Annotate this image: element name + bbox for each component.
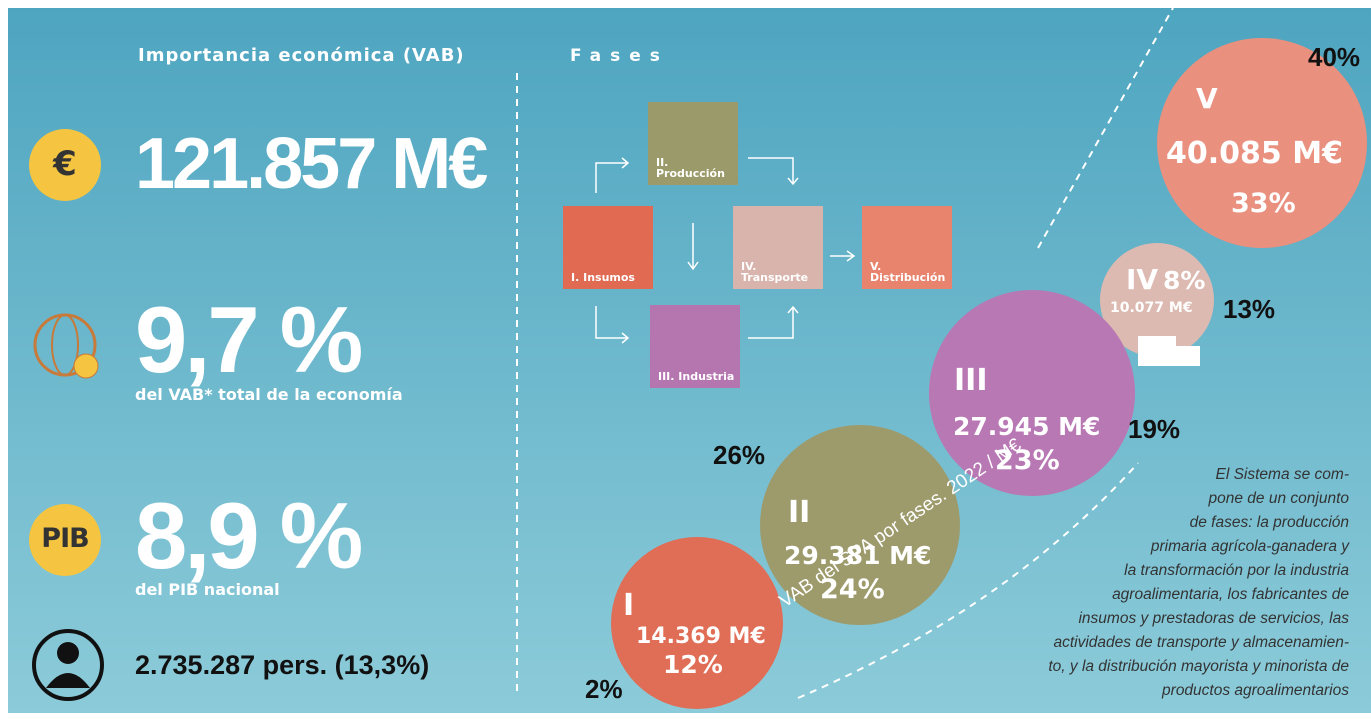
circle-share: 12% — [663, 650, 723, 679]
description-line: primaria agrícola-ganadera y — [1150, 538, 1349, 555]
circle-amount: 14.369 M€ — [636, 624, 766, 649]
person-icon — [32, 629, 104, 701]
circle-amount: 29.381 M€ — [784, 541, 932, 570]
vab-note: del VAB* total de la economía — [135, 385, 403, 404]
pib-symbol: PIB — [41, 523, 89, 554]
person-head — [57, 642, 79, 664]
overlay-label: 2% — [585, 674, 623, 704]
circle-share: 33% — [1231, 188, 1296, 219]
phase-label: I. Insumos — [571, 271, 635, 284]
circle-numeral: IV — [1126, 263, 1159, 296]
pib-icon — [29, 504, 101, 576]
phase-label: II. Producción — [656, 156, 725, 180]
circle-share: 24% — [820, 574, 885, 605]
circle-iv — [1100, 243, 1214, 357]
circle-share: 8% — [1163, 266, 1206, 295]
phase-box: I. Insumos — [563, 206, 653, 289]
pib-note: del PIB nacional — [135, 580, 280, 599]
phase-label: IV. Transporte — [741, 260, 809, 284]
circle-v — [1157, 38, 1367, 248]
truck-icon — [1138, 336, 1176, 366]
coin — [73, 353, 99, 379]
description-line: productos agroalimentarios — [1162, 682, 1349, 699]
circle-ii — [760, 425, 960, 625]
person-body — [46, 673, 90, 688]
title: Importancia económica (VAB) — [138, 45, 465, 66]
description-line: de fases: la producción — [1189, 514, 1349, 531]
circle-amount: 40.085 M€ — [1166, 136, 1343, 171]
flow-arrows — [595, 157, 856, 344]
employment: 2.735.287 pers. (13,3%) — [135, 650, 430, 680]
circle-numeral: II — [788, 495, 811, 530]
circle-numeral: I — [623, 588, 635, 623]
description-line: agroalimentaria, los fabricantes de — [1112, 586, 1349, 603]
description-line: actividades de transporte y almacenamien… — [1053, 634, 1349, 651]
circle-amount: 10.077 M€ — [1110, 300, 1193, 316]
phase-box: III. Industria — [650, 305, 740, 388]
vab-total: 121.857 M€ — [135, 124, 488, 204]
dashed-line — [1037, 8, 1174, 249]
phase-box: V. Distribución — [862, 206, 952, 289]
circle-numeral: V — [1196, 82, 1218, 115]
phase-box: II. Producción — [648, 102, 738, 185]
phase-label: III. Industria — [658, 370, 735, 383]
globe-line — [51, 314, 79, 376]
description-line: to, y la distribución mayorista y minori… — [1048, 658, 1349, 675]
circle-amount: 27.945 M€ — [953, 412, 1101, 441]
euro-icon — [29, 129, 101, 201]
euro-symbol: € — [53, 144, 77, 184]
description-line: El Sistema se com- — [1215, 466, 1349, 483]
description-line: insumos y prestadoras de servicios, las — [1078, 610, 1349, 627]
pib-share: 8,9 % — [135, 483, 363, 588]
description: El Sistema se com-pone de un conjunto de … — [1048, 463, 1349, 703]
phase-label: V. Distribución — [870, 260, 946, 284]
circle-share: 23% — [995, 445, 1060, 476]
truck-cab — [1176, 346, 1200, 366]
infographic: Importancia económica (VAB) € 121.857 M€… — [8, 8, 1371, 713]
graphics — [29, 8, 1367, 709]
overlay-label: 13% — [1223, 294, 1276, 324]
overlay-label: 19% — [1128, 414, 1181, 444]
overlay-label: 26% — [713, 440, 766, 470]
vab-share: 9,7 % — [135, 287, 363, 392]
phase-box: IV. Transporte — [733, 206, 823, 289]
phases-title: Fases — [570, 46, 669, 66]
circle-i — [611, 537, 783, 709]
circle-numeral: III — [954, 363, 988, 398]
circle-iii — [929, 290, 1135, 496]
description-line: pone de un conjunto — [1208, 490, 1349, 507]
description-line: la transformación por la industria — [1124, 562, 1349, 579]
overlay-label: 40% — [1308, 42, 1361, 72]
